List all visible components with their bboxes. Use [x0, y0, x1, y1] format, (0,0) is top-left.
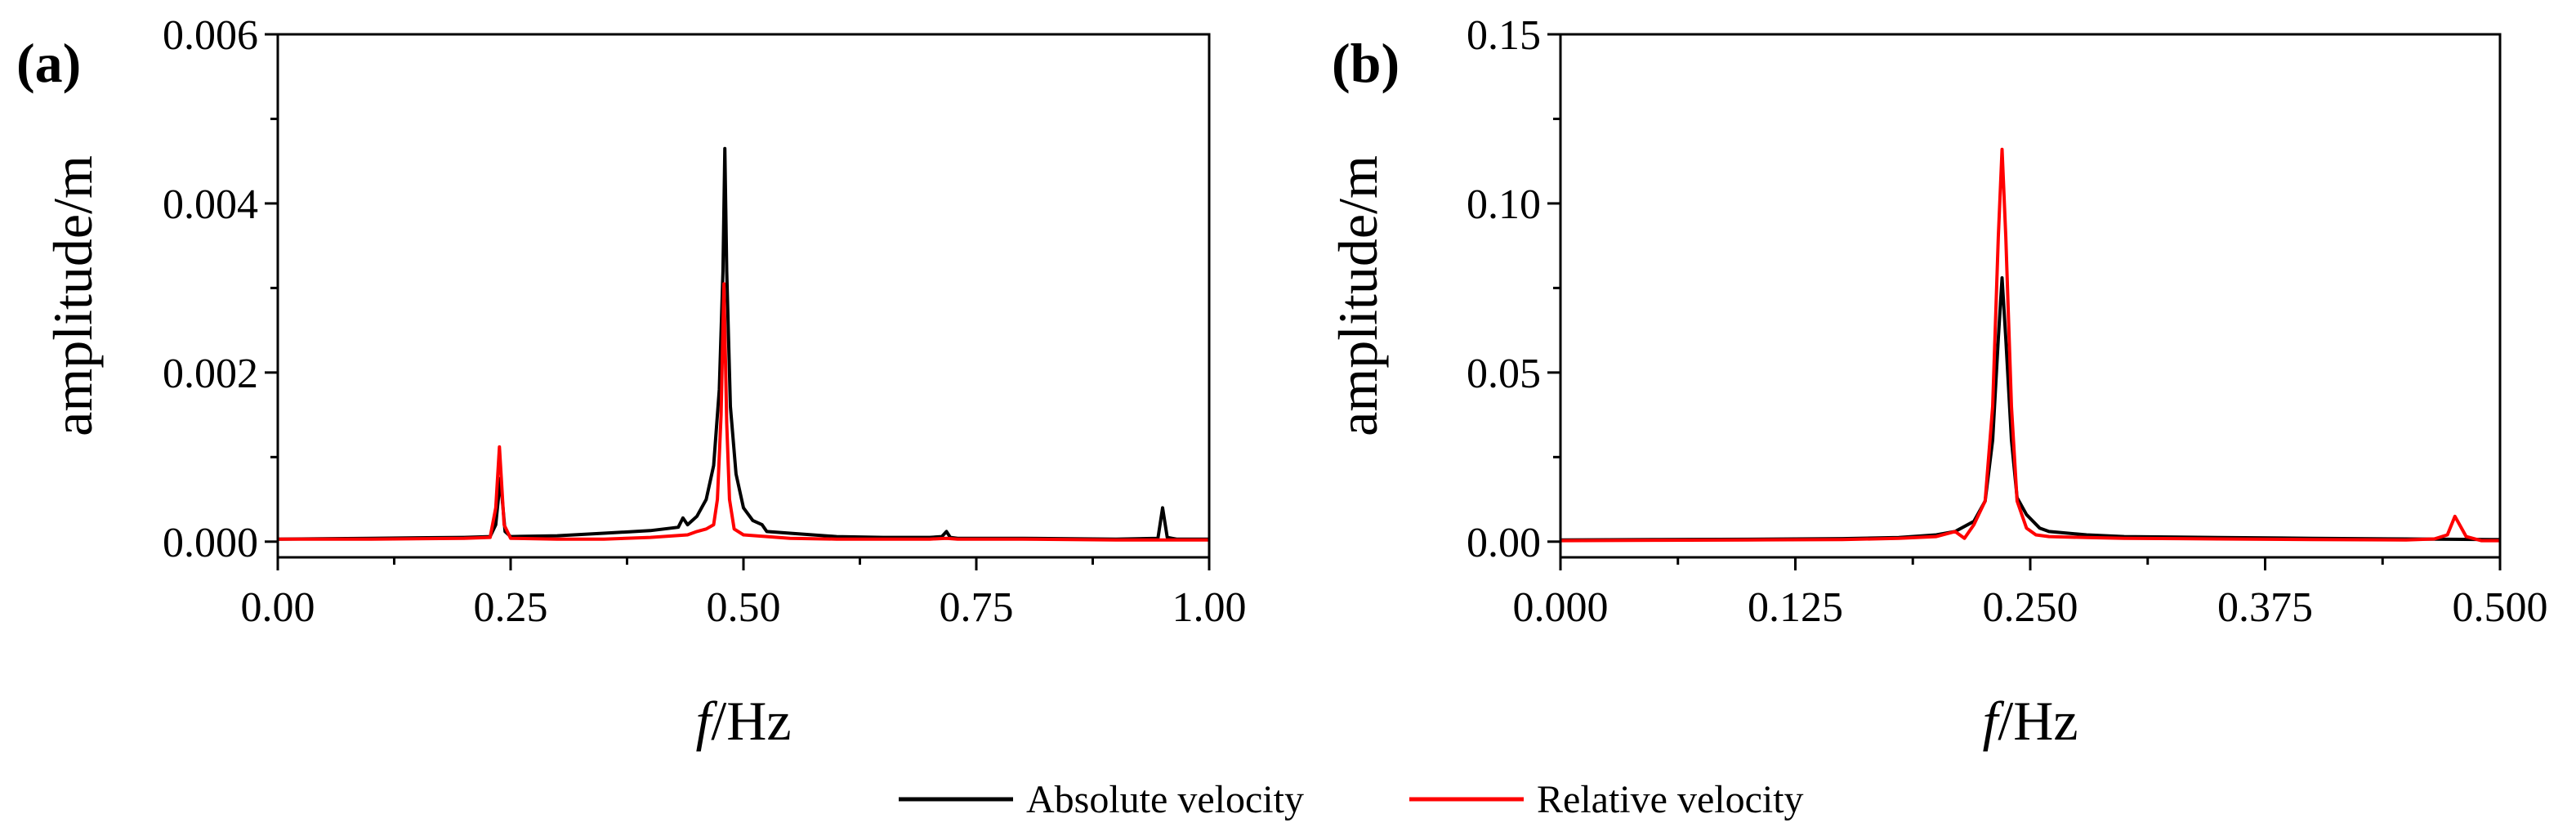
y-axis-title: amplitude/m [42, 155, 104, 436]
x-tick-label: 0.00 [241, 584, 315, 631]
y-tick-label: 0.10 [1467, 181, 1541, 228]
legend-label-relative: Relative velocity [1537, 778, 1804, 821]
panel-b: (b) 0.000 0.125 0.250 0.375 0.500 0.00 0.05 0.1… [1327, 12, 2548, 752]
x-tick-label: 0.25 [474, 584, 548, 631]
series-line-absolute [1560, 276, 2501, 542]
plot-frame [1559, 33, 2502, 559]
x-tick-label: 0.000 [1513, 584, 1609, 631]
panel-label: (a) [16, 32, 81, 94]
y-tick-label: 0.000 [163, 520, 258, 566]
x-axis-title: f/Hz [695, 690, 791, 752]
x-tick-label: 0.250 [1983, 584, 2078, 631]
y-tick-label: 0.002 [163, 351, 258, 397]
series-line-absolute [277, 146, 1209, 541]
panel-label: (b) [1332, 32, 1400, 94]
panel-a: (a) 0.00 0.25 0.50 0.75 1.000.0000.0020.0040… [16, 12, 1247, 752]
x-tick-label: 0.125 [1748, 584, 1843, 631]
series-line-relative [278, 282, 1209, 542]
ticks-layer: 0.000 0.125 0.250 0.375 0.500 0.00 0.05 0.10 0.1… [1467, 12, 2548, 631]
y-axis-title: amplitude/m [1327, 155, 1389, 436]
y-tick-label: 0.15 [1467, 12, 1541, 59]
x-tick-label: 1.00 [1172, 584, 1247, 631]
series-line-relative [1560, 147, 2500, 543]
y-tick-label: 0.004 [163, 181, 258, 228]
y-tick-label: 0.05 [1467, 351, 1541, 397]
series-layer [277, 146, 1209, 542]
x-axis-title-rest: /Hz [1998, 690, 2078, 752]
x-tick-label: 0.375 [2217, 584, 2313, 631]
legend-label-absolute: Absolute velocity [1026, 778, 1304, 821]
x-tick-label: 0.500 [2453, 584, 2548, 631]
y-tick-label: 0.00 [1467, 520, 1541, 566]
x-tick-label: 0.75 [940, 584, 1014, 631]
legend: Absolute velocity Relative velocity [899, 778, 1804, 821]
x-axis-title-rest: /Hz [711, 690, 791, 752]
plot-frame [276, 33, 1211, 559]
ticks-layer: 0.00 0.25 0.50 0.75 1.00 0.000 0.002 0.004 0.006 [163, 12, 1247, 631]
series-layer [1560, 147, 2501, 543]
x-axis-title: f/Hz [1982, 690, 2078, 752]
x-tick-label: 0.50 [707, 584, 781, 631]
y-tick-label: 0.006 [163, 12, 258, 59]
